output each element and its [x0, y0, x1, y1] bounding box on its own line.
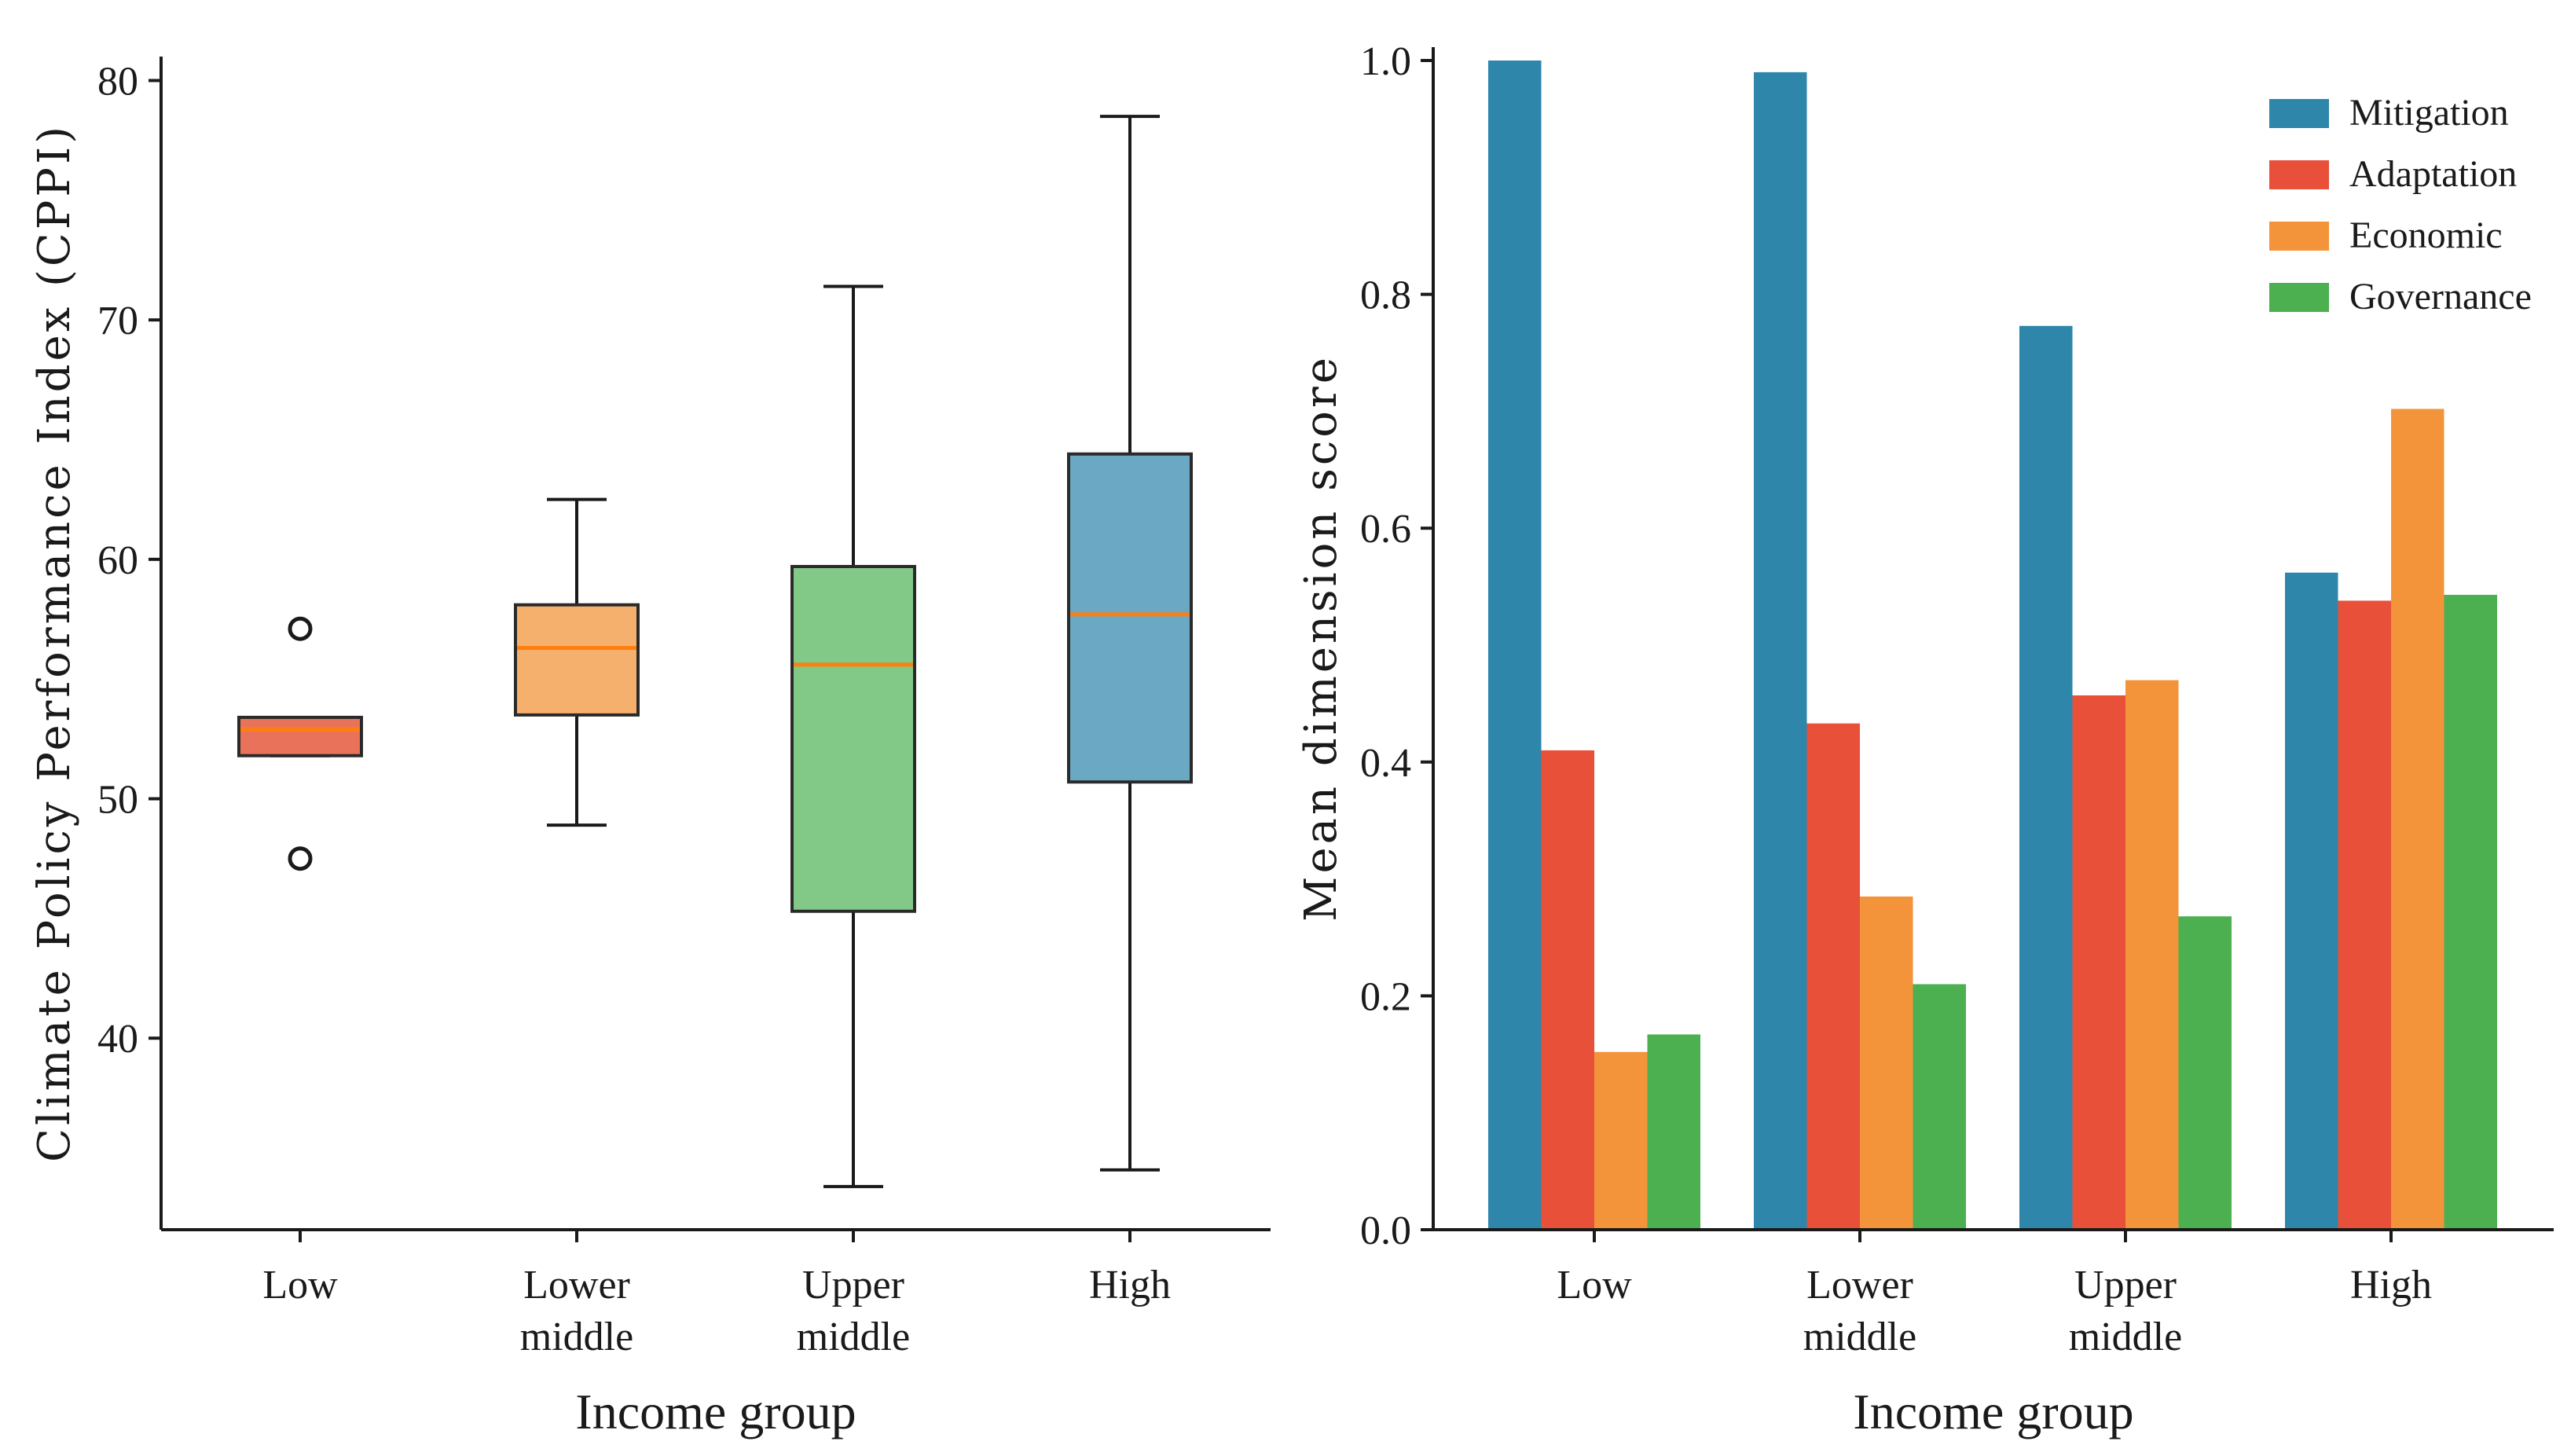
boxplot-x-ticks: Low Lower middle Upper middle High [262, 1230, 1171, 1359]
bar-chart-x-tick-label: Lower middle [1803, 1263, 1916, 1359]
legend-swatch [2269, 99, 2329, 128]
bar-chart-x-tick-label: Upper middle [2069, 1263, 2182, 1359]
bar-governance [1913, 984, 1966, 1230]
boxplot-x-tick-label: Lower middle [520, 1263, 633, 1359]
box-high [1067, 115, 1193, 1172]
bar-economic [1594, 1051, 1648, 1230]
box-iqr [514, 603, 640, 717]
bar-chart-y-tick-label: 0.6 [1360, 507, 1411, 552]
legend-label: Governance [2349, 276, 2532, 317]
box-iqr [237, 715, 363, 757]
boxplot-x-tick-label: Low [262, 1263, 338, 1307]
box-iqr [1067, 452, 1193, 784]
bar-adaptation [1541, 750, 1594, 1230]
bar-adaptation [2072, 695, 2125, 1230]
bar-chart-y-tick-label: 1.0 [1360, 39, 1411, 84]
bar-chart-y-tick-label: 0.2 [1360, 974, 1411, 1019]
legend-label: Adaptation [2349, 153, 2517, 195]
box-low [237, 616, 363, 871]
bar-mitigation [1488, 61, 1542, 1230]
bar-chart-x-tick-label: High [2350, 1263, 2432, 1307]
boxplot-y-ticks: 40 50 60 70 80 [97, 59, 161, 1062]
legend-swatch [2269, 222, 2329, 251]
series-governance [1647, 595, 2497, 1230]
box-upper-middle [790, 284, 916, 1189]
boxplot-y-tick-label: 70 [97, 299, 138, 343]
legend-item-adaptation: Adaptation [2269, 153, 2517, 195]
legend-swatch [2269, 283, 2329, 312]
boxplot-y-tick-label: 80 [97, 59, 138, 104]
boxplot-y-tick-label: 50 [97, 778, 138, 823]
legend-item-economic: Economic [2269, 215, 2503, 256]
box-iqr [790, 564, 916, 913]
bar-chart-x-axis-title: Income group [1853, 1384, 2133, 1439]
legend-swatch [2269, 160, 2329, 189]
bar-mitigation [2285, 572, 2338, 1230]
bar-mitigation [2019, 325, 2073, 1230]
boxplot-y-tick-label: 40 [97, 1017, 138, 1062]
bar-chart-x-tick-label: Low [1557, 1263, 1632, 1307]
legend-item-governance: Governance [2269, 276, 2532, 317]
series-mitigation [1488, 61, 2338, 1230]
bar-chart-y-ticks: 0.0 0.2 0.4 0.6 0.8 1.0 [1360, 39, 1433, 1253]
bar-chart-y-axis-title: Mean dimension score [1296, 354, 1347, 922]
legend-label: Mitigation [2349, 92, 2509, 134]
boxplot-y-axis-title: Climate Policy Performance Index (CPPI) [29, 123, 80, 1162]
boxplot-x-axis-title: Income group [575, 1384, 856, 1439]
bar-chart: 0.0 0.2 0.4 0.6 0.8 1.0 Low Lower middle Upper mi… [1296, 39, 2554, 1439]
bar-chart-bars [1488, 61, 2497, 1230]
bar-chart-y-tick-label: 0.0 [1360, 1208, 1411, 1253]
bar-chart-y-tick-label: 0.8 [1360, 273, 1411, 318]
legend-item-mitigation: Mitigation [2269, 92, 2509, 134]
bar-governance [2178, 916, 2232, 1230]
legend: Mitigation Adaptation Economic Governance [2269, 92, 2532, 317]
boxplot-chart: 40 50 60 70 80 Low Lower middle Upper middle High… [29, 57, 1271, 1439]
legend-label: Economic [2349, 215, 2503, 256]
box-lower-middle [514, 497, 640, 827]
bar-adaptation [1806, 723, 1860, 1230]
bar-chart-y-tick-label: 0.4 [1360, 741, 1411, 786]
series-economic [1594, 409, 2444, 1230]
bar-mitigation [1754, 72, 1807, 1230]
bar-economic [1860, 896, 1913, 1230]
series-adaptation [1541, 600, 2391, 1230]
bar-economic [2125, 680, 2179, 1230]
bar-adaptation [2338, 600, 2391, 1230]
boxplot-x-tick-label: Upper middle [797, 1263, 910, 1359]
bar-governance [2444, 595, 2497, 1230]
bar-chart-x-ticks: Low Lower middle Upper middle High [1557, 1230, 2432, 1359]
bar-governance [1647, 1034, 1700, 1230]
boxplot-boxes [237, 115, 1193, 1189]
boxplot-y-tick-label: 60 [97, 538, 138, 583]
outlier-point [288, 846, 313, 871]
outlier-point [288, 616, 313, 641]
boxplot-x-tick-label: High [1089, 1263, 1171, 1307]
bar-economic [2391, 409, 2444, 1230]
